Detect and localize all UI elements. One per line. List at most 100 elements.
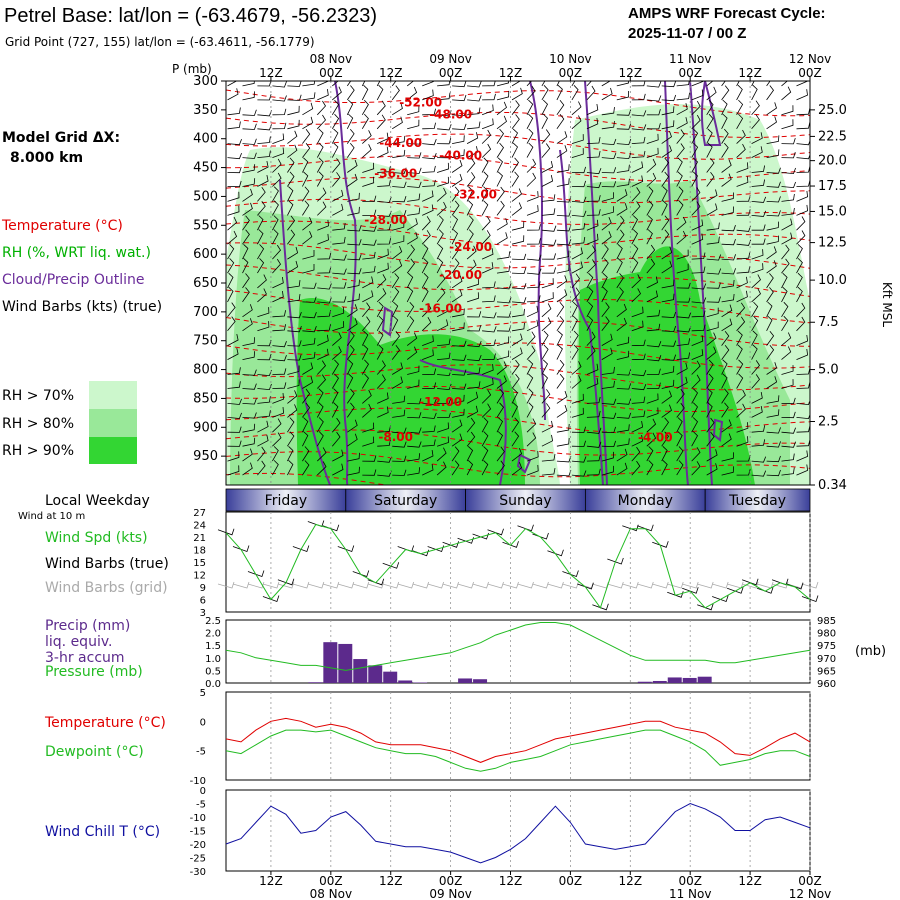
wind-barb bbox=[406, 272, 414, 289]
precip-bar bbox=[368, 665, 383, 683]
top-time-tick-label: 00Z bbox=[798, 66, 822, 80]
wind-barb bbox=[751, 330, 758, 346]
wind-barb bbox=[676, 81, 690, 87]
wind-barb bbox=[676, 157, 683, 173]
pressure-axis-unit: P (mb) bbox=[172, 62, 212, 76]
wind-barb bbox=[272, 258, 282, 274]
wind-barb bbox=[511, 359, 520, 375]
wind-barb bbox=[272, 244, 282, 260]
wind-barb bbox=[526, 464, 539, 476]
wind-barb bbox=[391, 81, 397, 87]
wind-barb bbox=[406, 232, 418, 245]
wind-barb bbox=[362, 239, 377, 246]
wind-barb bbox=[376, 344, 384, 360]
wind-barb bbox=[736, 113, 744, 129]
wind-barb bbox=[766, 301, 773, 317]
wind-barb bbox=[766, 395, 780, 404]
wind-barb bbox=[437, 137, 452, 145]
wind-barb bbox=[362, 422, 375, 433]
wind-barb bbox=[242, 423, 256, 433]
wind-barb bbox=[496, 101, 507, 116]
wind-barb bbox=[317, 266, 332, 274]
wind-barb bbox=[781, 315, 789, 332]
wind-barb bbox=[452, 94, 467, 102]
wind-barb bbox=[631, 306, 644, 318]
wind-barb bbox=[646, 172, 657, 187]
wind-barb bbox=[766, 167, 781, 174]
wind-barb bbox=[287, 340, 302, 347]
temperature-tick-label: 5 bbox=[200, 688, 206, 699]
height-tick-label: 25.0 bbox=[818, 103, 847, 118]
wind-barb bbox=[766, 196, 781, 203]
wind-barb bbox=[751, 439, 766, 447]
windchill-tick-label: -25 bbox=[190, 854, 206, 865]
temperature-tick-label: -10 bbox=[190, 776, 206, 787]
wind-barb bbox=[601, 426, 616, 434]
pressure-tick-label: 450 bbox=[193, 161, 218, 176]
precip-bar bbox=[473, 679, 488, 683]
rh70-swatch bbox=[89, 381, 137, 409]
wind-barb bbox=[526, 418, 537, 433]
wind-barb bbox=[332, 449, 344, 462]
wind-barb bbox=[377, 238, 392, 245]
wind-barb bbox=[721, 224, 736, 232]
wind-barb bbox=[467, 381, 481, 389]
precip-bar bbox=[697, 676, 712, 683]
isotherm-line bbox=[226, 111, 810, 138]
wind-barb bbox=[601, 286, 608, 303]
wind-barb bbox=[736, 422, 749, 433]
wind-barb bbox=[721, 331, 730, 346]
wind-barb bbox=[646, 382, 661, 389]
wind-barb bbox=[781, 301, 789, 318]
wind-barb bbox=[571, 426, 586, 433]
wind-speed-tick-label: 3 bbox=[200, 608, 206, 619]
wind-barb bbox=[661, 200, 668, 216]
wind-barb bbox=[766, 427, 781, 434]
wind-barb bbox=[272, 324, 286, 332]
wind-barb bbox=[287, 144, 298, 158]
wind-barb bbox=[496, 446, 505, 462]
wind-barb bbox=[526, 238, 541, 245]
wind-barb bbox=[242, 91, 255, 101]
wind-barb bbox=[736, 344, 743, 360]
wind-barb bbox=[691, 100, 701, 116]
wind-barb bbox=[317, 447, 327, 462]
wind-barb bbox=[586, 396, 601, 404]
cloud-outline-8 bbox=[689, 81, 713, 485]
wind-barb bbox=[302, 460, 310, 476]
wind-barb bbox=[781, 411, 796, 419]
wind-barb bbox=[721, 192, 734, 202]
wind-barb bbox=[661, 215, 670, 231]
wind-barb bbox=[646, 122, 661, 130]
wind-barb bbox=[377, 456, 392, 463]
top-date-label: 10 Nov bbox=[549, 52, 592, 66]
wind-barb bbox=[781, 105, 794, 116]
wind-barb bbox=[362, 251, 376, 260]
wind-barb bbox=[346, 402, 355, 418]
wind-barb bbox=[736, 359, 744, 375]
wind-barb bbox=[526, 268, 542, 275]
wind-barb bbox=[272, 407, 285, 418]
wind-barb bbox=[721, 142, 729, 158]
wind-barb bbox=[751, 84, 758, 101]
wind-barb bbox=[407, 138, 422, 145]
wind-barb bbox=[272, 432, 282, 447]
wind-barb bbox=[781, 286, 788, 303]
wind-barb bbox=[466, 391, 479, 404]
wind-barb bbox=[691, 388, 698, 404]
wind-barb bbox=[437, 338, 451, 346]
wind-barb bbox=[377, 439, 391, 447]
wind-barb bbox=[541, 389, 551, 404]
wind-speed-tick-label: 24 bbox=[193, 521, 206, 532]
wind-barb bbox=[541, 175, 554, 187]
wind-barb bbox=[361, 373, 370, 389]
wind-barb bbox=[766, 455, 781, 463]
wind-barb bbox=[796, 348, 809, 360]
wind-barb bbox=[287, 280, 301, 289]
wind-barb bbox=[751, 224, 766, 231]
wind-barb bbox=[481, 378, 494, 389]
wind-barb bbox=[541, 113, 548, 129]
wind-barb bbox=[362, 209, 377, 216]
surface-wind-barb bbox=[517, 524, 534, 532]
